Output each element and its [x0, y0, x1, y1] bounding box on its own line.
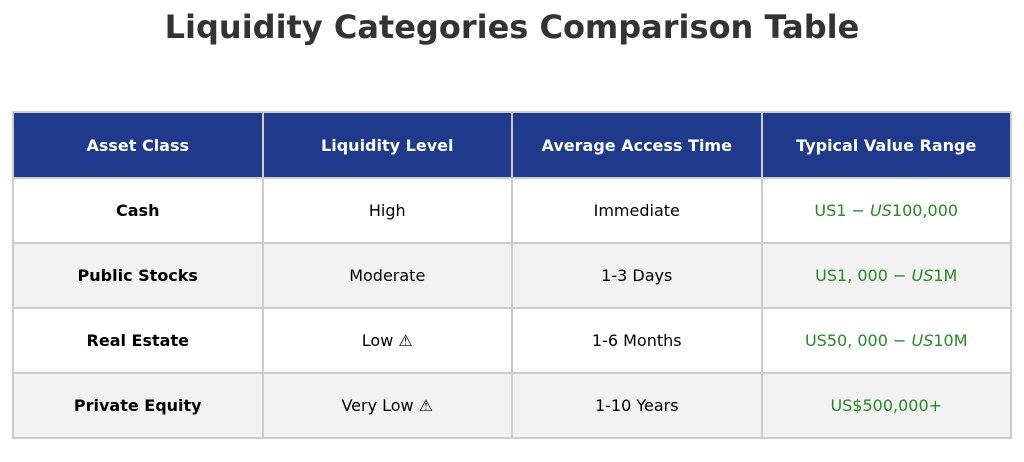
value-range-prefix: US1, 000 − [815, 266, 912, 285]
access-time-cell: 1-6 Months [511, 307, 763, 374]
value-range-italic: US [911, 331, 934, 350]
value-range-suffix: 10M [933, 331, 968, 350]
liquidity-level-cell: High [261, 177, 513, 244]
value-range-prefix: US$500,000+ [830, 396, 943, 415]
page-title: Liquidity Categories Comparison Table [164, 8, 860, 46]
access-time-cell: Immediate [511, 177, 763, 244]
liquidity-level-cell: Moderate [261, 242, 513, 309]
value-range-cell: US50, 000 − US10M [760, 307, 1012, 374]
asset-class-cell: Private Equity [12, 372, 264, 439]
header-row: Asset Class Liquidity Level Average Acce… [12, 111, 1012, 179]
value-range-cell: US$500,000+ [760, 372, 1012, 439]
access-time-cell: 1-10 Years [511, 372, 763, 439]
liquidity-level-cell: Very Low ⚠ [261, 372, 513, 439]
table-row: Public Stocks Moderate 1-3 Days US1, 000… [12, 242, 1012, 309]
value-range-prefix: US50, 000 − [804, 331, 912, 350]
header-cell-value-range: Typical Value Range [760, 111, 1012, 179]
access-time-cell: 1-3 Days [511, 242, 763, 309]
value-range-cell: US1, 000 − US1M [760, 242, 1012, 309]
asset-class-cell: Real Estate [12, 307, 264, 374]
asset-class-cell: Cash [12, 177, 264, 244]
value-range-suffix: 100,000 [891, 201, 959, 220]
value-range-italic: US [870, 201, 892, 220]
table-row: Cash High Immediate US1 − US100,000 [12, 177, 1012, 244]
header-cell-access-time: Average Access Time [511, 111, 763, 179]
header-cell-asset-class: Asset Class [12, 111, 264, 179]
value-range-prefix: US1 − [814, 201, 871, 220]
value-range-italic: US [911, 266, 934, 285]
header-cell-liquidity-level: Liquidity Level [261, 111, 513, 179]
value-range-suffix: 1M [933, 266, 958, 285]
liquidity-level-cell: Low ⚠ [261, 307, 513, 374]
comparison-table: Asset Class Liquidity Level Average Acce… [12, 111, 1012, 439]
table-row: Real Estate Low ⚠ 1-6 Months US50, 000 −… [12, 307, 1012, 374]
table-row: Private Equity Very Low ⚠ 1-10 Years US$… [12, 372, 1012, 439]
asset-class-cell: Public Stocks [12, 242, 264, 309]
value-range-cell: US1 − US100,000 [760, 177, 1012, 244]
